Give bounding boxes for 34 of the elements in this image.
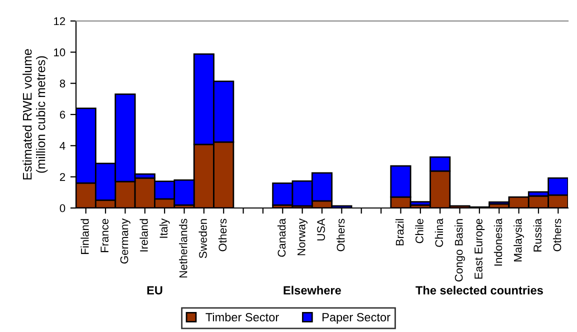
- x-tick-label: Canada: [277, 218, 286, 257]
- x-tick-label: China: [434, 218, 444, 247]
- y-axis-title: Estimated RWE volume (million cubic metres): [22, 49, 48, 180]
- x-tick-label: Brazil: [396, 219, 404, 246]
- x-tick-label: Finland: [80, 219, 89, 254]
- x-tick-label: France: [100, 218, 109, 252]
- y-tick-label: 10: [54, 48, 66, 56]
- x-tick-label: East Europe: [474, 218, 485, 279]
- x-tick-label: Germany: [120, 218, 130, 264]
- x-tick-label: Netherlands: [179, 218, 188, 278]
- x-tick-label: Indonesia: [494, 218, 502, 266]
- text: The selected countries: [416, 286, 543, 294]
- x-tick-label: Malaysia: [514, 218, 524, 262]
- x-tick-label: Others: [336, 218, 345, 252]
- x-tick-label: USA: [317, 218, 325, 240]
- legend-label: Timber Sector: [206, 312, 279, 322]
- y-tick-label: 12: [54, 17, 66, 26]
- x-tick-label: Italy: [159, 218, 170, 238]
- x-tick-label: Russia: [533, 218, 542, 252]
- x-tick-label: Congo Basin: [454, 219, 465, 282]
- x-tick-label: Norway: [298, 218, 308, 256]
- y-tick-label: 4: [60, 142, 66, 150]
- text: EU: [147, 286, 162, 294]
- x-tick-label: Sweden: [198, 219, 207, 258]
- y-tick-label: 8: [60, 80, 66, 88]
- legend-label: Paper Sector: [322, 313, 390, 324]
- x-tick-label: Chile: [415, 218, 424, 244]
- y-tick-label: 2: [60, 173, 66, 181]
- x-tick-label: Ireland: [140, 219, 148, 252]
- y-tick-label: 6: [60, 110, 66, 119]
- y-tick-label: 0: [60, 204, 66, 212]
- text: Elsewhere: [284, 286, 341, 294]
- x-tick-label: Others: [552, 218, 562, 252]
- x-tick-label: Others: [218, 218, 227, 252]
